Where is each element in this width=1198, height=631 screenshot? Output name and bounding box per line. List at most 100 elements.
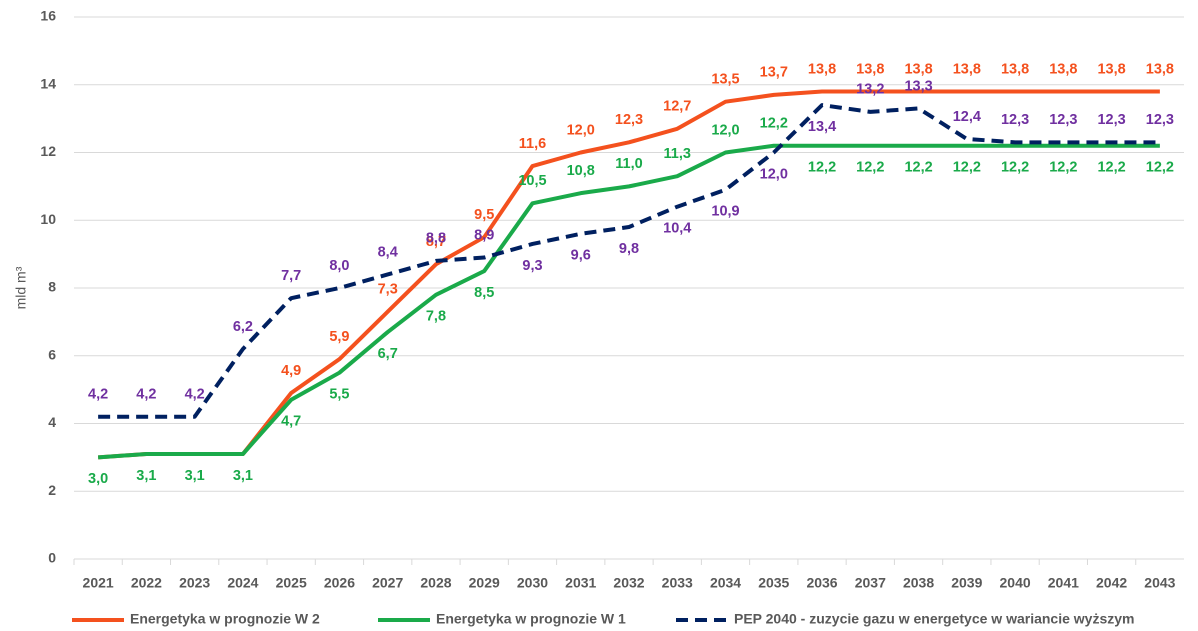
data-label: 11,3 <box>664 146 691 162</box>
data-label: 4,7 <box>281 414 301 430</box>
series-line <box>97 89 1160 460</box>
x-tick-label: 2021 <box>83 575 114 591</box>
data-label: 10,9 <box>711 204 739 220</box>
x-tick-label: 2039 <box>951 575 982 591</box>
data-label: 13,7 <box>760 65 788 81</box>
x-tick-label: 2031 <box>565 575 596 591</box>
data-label: 8,7 <box>426 234 446 250</box>
data-label: 4,2 <box>88 387 108 403</box>
data-label: 13,8 <box>808 61 836 77</box>
legend-label: Energetyka w prognozie W 1 <box>436 611 626 627</box>
data-label: 10,4 <box>663 221 691 237</box>
y-axis-label: mld m³ <box>13 266 29 309</box>
data-label: 12,2 <box>760 116 788 132</box>
x-tick-label: 2023 <box>179 575 210 591</box>
data-label: 8,5 <box>474 285 494 301</box>
data-label: 11,0 <box>615 156 642 172</box>
x-tick-label: 2041 <box>1048 575 1079 591</box>
x-tick-label: 2028 <box>420 575 451 591</box>
data-label: 3,1 <box>185 468 205 484</box>
data-label: 7,8 <box>426 309 446 325</box>
data-label: 8,4 <box>378 244 398 260</box>
data-label: 12,0 <box>711 122 739 138</box>
data-label: 4,2 <box>136 387 156 403</box>
data-label: 6,2 <box>233 319 253 335</box>
data-label: 4,2 <box>185 387 205 403</box>
data-label: 9,5 <box>474 207 494 223</box>
data-label: 13,8 <box>1146 61 1174 77</box>
data-label: 12,2 <box>953 160 981 176</box>
data-label: 6,7 <box>378 346 398 362</box>
data-label: 12,7 <box>663 99 691 115</box>
data-label: 12,2 <box>1146 160 1174 176</box>
data-label: 12,3 <box>1097 112 1125 128</box>
data-label: 13,8 <box>953 61 981 77</box>
legend-label: PEP 2040 - zuzycie gazu w energetyce w w… <box>734 611 1134 627</box>
y-tick-label: 6 <box>48 346 56 362</box>
data-label: 13,8 <box>1001 61 1029 77</box>
y-tick-label: 12 <box>40 143 56 159</box>
x-tick-label: 2035 <box>758 575 789 591</box>
data-label: 10,5 <box>518 173 546 189</box>
data-label: 13,5 <box>711 72 739 88</box>
data-label: 8,9 <box>474 227 494 243</box>
data-label: 3,1 <box>136 468 156 484</box>
data-label: 12,3 <box>1146 112 1174 128</box>
data-label: 13,2 <box>856 82 884 98</box>
x-tick-label: 2042 <box>1096 575 1127 591</box>
data-label: 4,9 <box>281 363 301 379</box>
x-tick-label: 2026 <box>324 575 355 591</box>
data-label: 7,3 <box>378 282 398 298</box>
data-label: 13,3 <box>904 78 932 94</box>
data-label: 9,3 <box>522 258 542 274</box>
y-tick-label: 14 <box>40 75 56 91</box>
x-tick-label: 2025 <box>276 575 307 591</box>
data-label: 5,9 <box>329 329 349 345</box>
data-label: 12,2 <box>856 160 884 176</box>
data-label: 12,2 <box>1049 160 1077 176</box>
data-label: 12,0 <box>760 166 788 182</box>
data-label: 12,3 <box>1001 112 1029 128</box>
x-tick-label: 2038 <box>903 575 934 591</box>
data-label: 3,0 <box>88 471 108 487</box>
data-label: 8,0 <box>329 258 349 274</box>
data-label: 3,1 <box>233 468 253 484</box>
data-label: 12,2 <box>904 160 932 176</box>
x-tick-label: 2022 <box>131 575 162 591</box>
data-label: 13,8 <box>1097 61 1125 77</box>
data-label: 12,0 <box>567 122 595 138</box>
data-label: 12,2 <box>1097 160 1125 176</box>
data-label: 13,8 <box>856 61 884 77</box>
series-line <box>97 143 1160 460</box>
data-label: 13,4 <box>808 119 836 135</box>
y-tick-label: 4 <box>48 414 56 430</box>
data-label: 12,4 <box>953 109 981 125</box>
legend-label: Energetyka w prognozie W 2 <box>130 611 320 627</box>
x-tick-label: 2027 <box>372 575 403 591</box>
y-tick-label: 16 <box>40 8 56 24</box>
data-label: 9,8 <box>619 241 639 257</box>
series-line <box>98 103 1160 419</box>
data-label: 7,7 <box>281 268 301 284</box>
y-tick-label: 10 <box>40 211 56 227</box>
y-tick-label: 8 <box>48 279 56 295</box>
data-label: 12,2 <box>808 160 836 176</box>
y-tick-label: 0 <box>48 550 56 566</box>
x-tick-label: 2029 <box>469 575 500 591</box>
x-tick-label: 2034 <box>710 575 741 591</box>
data-label: 13,8 <box>1049 61 1077 77</box>
data-label: 12,3 <box>1049 112 1077 128</box>
x-tick-label: 2040 <box>1000 575 1031 591</box>
data-label: 12,2 <box>1001 160 1029 176</box>
data-label: 11,6 <box>519 136 546 152</box>
data-label: 8,8 <box>426 231 446 247</box>
data-label: 5,5 <box>329 387 349 403</box>
data-label: 12,3 <box>615 112 643 128</box>
x-tick-label: 2030 <box>517 575 548 591</box>
x-tick-label: 2036 <box>806 575 837 591</box>
x-tick-label: 2043 <box>1144 575 1175 591</box>
x-tick-label: 2037 <box>855 575 886 591</box>
y-tick-label: 2 <box>48 482 56 498</box>
x-tick-label: 2024 <box>227 575 258 591</box>
